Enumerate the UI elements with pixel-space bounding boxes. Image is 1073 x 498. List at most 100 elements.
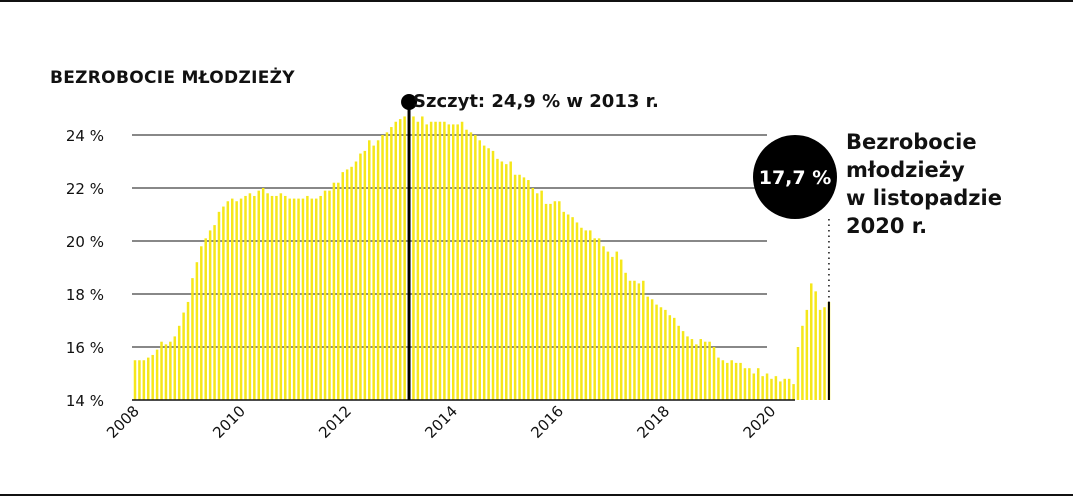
bar xyxy=(527,180,530,400)
bar xyxy=(341,172,344,400)
bar xyxy=(301,198,305,400)
bar xyxy=(823,307,826,400)
bar xyxy=(496,158,499,400)
bar xyxy=(770,378,773,400)
bar xyxy=(681,331,685,400)
bar xyxy=(421,116,424,400)
bar xyxy=(438,121,442,400)
y-tick-label: 16 % xyxy=(66,339,104,357)
bar xyxy=(292,198,296,400)
bar xyxy=(332,182,336,400)
bar xyxy=(368,140,371,401)
bar xyxy=(509,161,512,400)
bar xyxy=(169,341,172,400)
callout-text-line-2: młodzieży xyxy=(846,158,965,182)
bar xyxy=(721,360,725,400)
bar xyxy=(664,309,667,400)
bar xyxy=(310,198,314,400)
bar xyxy=(659,307,663,400)
bar xyxy=(394,121,398,400)
bar xyxy=(297,198,300,400)
bar xyxy=(544,203,548,400)
bar xyxy=(133,360,137,400)
bar xyxy=(487,148,490,400)
bar xyxy=(447,124,451,401)
peak-marker-dot xyxy=(401,94,418,110)
bar xyxy=(602,246,605,400)
bar xyxy=(235,201,238,400)
bar xyxy=(761,376,764,400)
callout-text-line-1: Bezrobocie xyxy=(846,130,977,154)
bar xyxy=(752,373,756,400)
bar xyxy=(204,238,207,400)
callout-value: 17,7 % xyxy=(759,167,832,189)
bar xyxy=(814,291,817,400)
bar xyxy=(655,304,658,400)
bar xyxy=(810,283,813,400)
bar xyxy=(385,132,389,400)
bar xyxy=(805,309,809,400)
x-tick-label: 2014 xyxy=(421,402,461,442)
bar xyxy=(796,347,800,400)
bar xyxy=(522,177,526,400)
bar xyxy=(429,121,433,400)
bar xyxy=(690,339,694,400)
bar xyxy=(226,201,230,400)
bar xyxy=(765,373,769,400)
bar xyxy=(337,182,340,400)
y-tick-label: 22 % xyxy=(66,180,104,198)
bar xyxy=(195,262,199,400)
bar xyxy=(505,164,508,400)
bar xyxy=(213,225,216,400)
bar xyxy=(354,161,358,400)
bar xyxy=(266,193,269,400)
bar xyxy=(363,150,367,400)
bar xyxy=(553,201,557,400)
bar xyxy=(390,127,393,401)
bar xyxy=(500,161,504,400)
bar xyxy=(319,195,322,400)
bar xyxy=(491,150,495,400)
bar xyxy=(717,357,720,400)
bar xyxy=(730,360,733,400)
bar xyxy=(756,368,760,400)
bar xyxy=(615,251,619,400)
callout-text: Bezrobocie młodzieży w listopadzie 2020 … xyxy=(846,128,1046,240)
bar xyxy=(469,132,473,400)
bar xyxy=(372,145,375,400)
bar xyxy=(699,339,703,400)
bar xyxy=(540,190,543,400)
bar xyxy=(818,309,822,400)
bar xyxy=(451,124,455,401)
bar xyxy=(288,198,291,400)
bar xyxy=(597,238,601,400)
bar xyxy=(248,193,252,400)
bar xyxy=(549,203,552,400)
bar xyxy=(708,341,711,400)
bar xyxy=(580,227,583,400)
bar xyxy=(244,195,247,400)
bar xyxy=(703,341,707,400)
bar xyxy=(217,211,221,400)
bar xyxy=(774,376,778,400)
bar xyxy=(575,222,579,400)
bar xyxy=(686,336,689,400)
bar xyxy=(443,121,446,400)
bar xyxy=(628,280,632,400)
x-tick-label: 2018 xyxy=(633,402,673,442)
bar xyxy=(474,135,477,400)
bar xyxy=(739,362,742,400)
bar xyxy=(783,378,786,400)
bar xyxy=(164,344,168,400)
bar xyxy=(465,129,468,400)
bar xyxy=(672,317,676,400)
bar xyxy=(801,325,804,400)
bar xyxy=(200,246,203,400)
bar xyxy=(611,256,614,400)
bar xyxy=(531,188,535,400)
bar xyxy=(558,201,561,400)
bar xyxy=(182,312,185,400)
bar xyxy=(619,259,623,400)
callout-text-line-3: w listopadzie xyxy=(846,186,1002,210)
